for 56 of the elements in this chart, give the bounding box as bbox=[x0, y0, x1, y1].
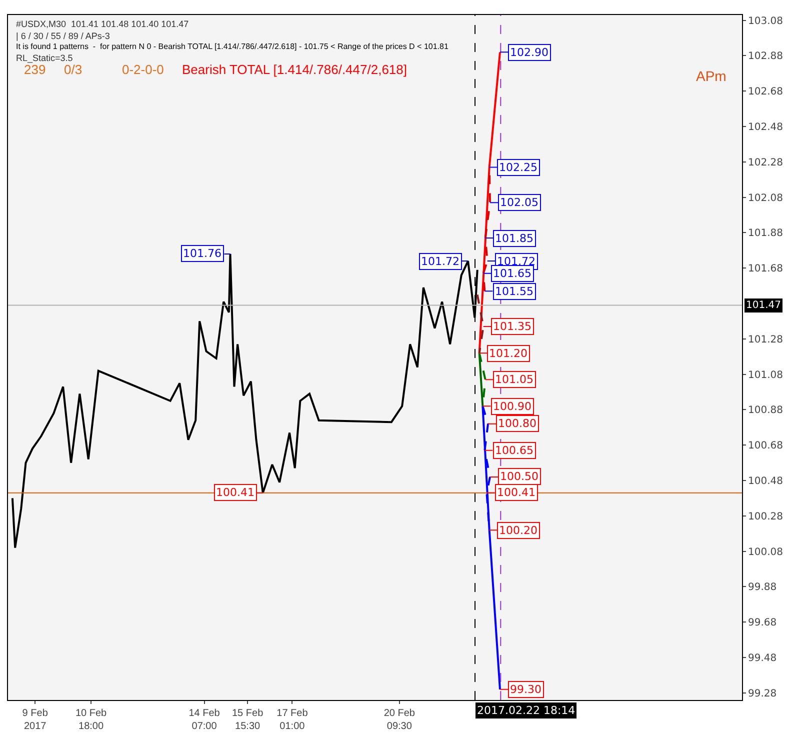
annotation: 100.41 bbox=[216, 486, 254, 499]
y-tick-label: 100.48 bbox=[748, 476, 783, 488]
x-tick-label: 20 Feb 09:30 bbox=[384, 708, 416, 732]
annotation: 100.50 bbox=[500, 470, 538, 483]
annotation: | 6 / 30 / 55 / 89 / APs-3 bbox=[16, 31, 110, 41]
annotation: Bearish TOTAL [1.414/.786/.447/2,618] bbox=[182, 62, 408, 77]
y-tick-label: 101.88 bbox=[748, 228, 783, 240]
y-tick-label: 100.28 bbox=[748, 511, 783, 522]
annotation: 239 bbox=[24, 62, 46, 77]
annotation: 0-2-0-0 bbox=[122, 62, 164, 77]
x-tick-label: 10 Feb 18:00 bbox=[75, 708, 108, 732]
y-tick-label: 100.08 bbox=[748, 546, 783, 558]
y-tick-label: 99.48 bbox=[748, 653, 777, 664]
annotation: 100.41 bbox=[497, 486, 536, 499]
annotation: 101.76 bbox=[183, 247, 222, 260]
x-tick-label: 9 Feb 2017 bbox=[22, 708, 48, 732]
annotation: 99.30 bbox=[510, 683, 542, 696]
annotation: 101.55 bbox=[495, 285, 534, 298]
y-tick-label: 102.08 bbox=[748, 192, 783, 204]
y-tick-label: 101.28 bbox=[748, 334, 783, 346]
y-tick-label: 103.08 bbox=[748, 16, 783, 27]
annotation: 0/3 bbox=[64, 62, 82, 77]
annotation: 101.20 bbox=[489, 347, 528, 360]
annotation: APm bbox=[696, 68, 726, 84]
annotation: 100.80 bbox=[498, 417, 536, 430]
annotation: 101.72 bbox=[497, 255, 536, 268]
annotation: 102.90 bbox=[510, 46, 548, 59]
y-tick-label: 102.48 bbox=[748, 122, 783, 134]
annotation: 101.35 bbox=[493, 320, 532, 333]
y-tick-label: 102.88 bbox=[748, 51, 783, 62]
annotation: 102.25 bbox=[499, 161, 538, 174]
y-tick-label: 99.28 bbox=[748, 688, 777, 700]
x-tick-label: 15 Feb 15:30 bbox=[232, 708, 264, 732]
annotation: 100.65 bbox=[495, 444, 534, 457]
annotation: 101.65 bbox=[493, 267, 532, 280]
y-tick-label: 99.68 bbox=[748, 618, 777, 629]
y-tick-label: 101.68 bbox=[748, 264, 783, 275]
ref-line-label: 2017.02.22 18:14 bbox=[477, 704, 576, 717]
ref-line-label: 101.47 bbox=[746, 300, 781, 311]
annotation: 100.90 bbox=[493, 400, 532, 413]
annotation: 102.05 bbox=[500, 196, 538, 209]
y-tick-label: 101.08 bbox=[748, 370, 783, 381]
y-tick-label: 100.88 bbox=[748, 405, 783, 416]
annotation: 101.05 bbox=[495, 373, 534, 386]
annotation: 101.72 bbox=[421, 255, 460, 268]
annotation: #USDX,M30 101.41 101.48 101.40 101.47 bbox=[16, 19, 189, 29]
annotation: It is found 1 patterns - for pattern N 0 - Bearish TOTAL [1.414/.786/.447/2.618] - 101.75 < Range of the prices D < 101.81 bbox=[16, 42, 449, 51]
x-tick-label: 14 Feb 07:00 bbox=[188, 708, 220, 732]
y-tick-label: 99.88 bbox=[748, 582, 777, 594]
annotation: 101.85 bbox=[495, 232, 534, 245]
annotation: RL_Static=3.5 bbox=[16, 53, 73, 63]
x-tick-label: 17 Feb 01:00 bbox=[276, 708, 308, 732]
annotation: 100.20 bbox=[499, 524, 538, 537]
y-tick-label: 100.68 bbox=[748, 440, 783, 452]
y-tick-label: 102.68 bbox=[748, 86, 783, 98]
y-tick-label: 102.28 bbox=[748, 157, 783, 168]
